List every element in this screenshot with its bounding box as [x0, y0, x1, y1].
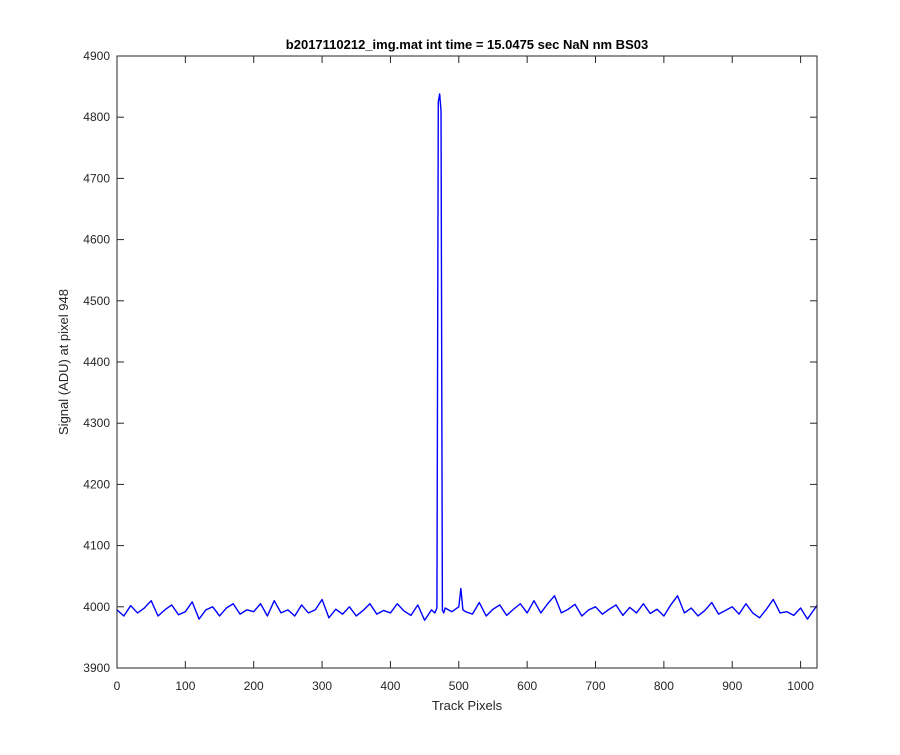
y-axis-label: Signal (ADU) at pixel 948 [56, 289, 71, 435]
y-tick-label: 4300 [83, 416, 110, 430]
y-tick-label: 4600 [83, 233, 110, 247]
x-tick-label: 100 [175, 679, 195, 693]
y-tick-label: 4700 [83, 171, 110, 185]
x-tick-label: 1000 [787, 679, 814, 693]
x-axis-ticks [116, 56, 802, 668]
y-axis-tick-labels: 3900 4000 4100 4200 4300 4400 4500 4600 4700 4800… [83, 49, 110, 675]
x-tick-label: 400 [380, 679, 400, 693]
x-tick-label: 300 [312, 679, 332, 693]
plot-area [116, 55, 818, 669]
chart-title: b2017110212_img.mat int time = 15.0475 s… [286, 37, 648, 52]
y-tick-label: 4900 [83, 49, 110, 63]
signal-series-line [116, 93, 818, 621]
x-tick-label: 800 [654, 679, 674, 693]
x-tick-label: 900 [722, 679, 742, 693]
y-tick-label: 4200 [83, 477, 110, 491]
x-axis-tick-labels: 0 100 200 300 400 500 600 700 800 900 1000 [114, 679, 815, 693]
y-tick-label: 4100 [83, 539, 110, 553]
plot-background [117, 56, 817, 668]
y-tick-label: 4800 [83, 110, 110, 124]
x-tick-label: 600 [517, 679, 537, 693]
y-tick-label: 4000 [83, 600, 110, 614]
x-tick-label: 200 [244, 679, 264, 693]
y-tick-label: 4500 [83, 294, 110, 308]
x-tick-label: 500 [449, 679, 469, 693]
x-tick-label: 700 [586, 679, 606, 693]
y-axis-ticks [117, 55, 817, 669]
y-tick-label: 3900 [83, 661, 110, 675]
x-axis-label: Track Pixels [432, 698, 503, 713]
x-tick-label: 0 [114, 679, 121, 693]
y-tick-label: 4400 [83, 355, 110, 369]
